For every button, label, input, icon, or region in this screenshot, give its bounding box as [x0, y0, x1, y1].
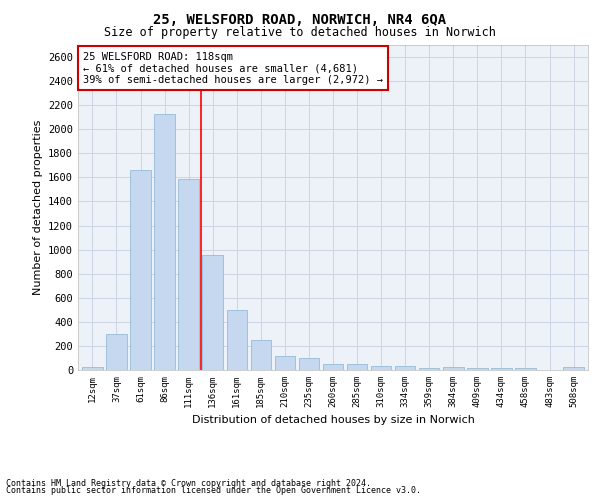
Bar: [106, 334, 127, 370]
X-axis label: Distribution of detached houses by size in Norwich: Distribution of detached houses by size …: [191, 416, 475, 426]
Bar: [323, 364, 343, 370]
Bar: [82, 367, 103, 370]
Bar: [467, 368, 488, 370]
Bar: [419, 368, 439, 370]
Text: 25, WELSFORD ROAD, NORWICH, NR4 6QA: 25, WELSFORD ROAD, NORWICH, NR4 6QA: [154, 12, 446, 26]
Bar: [443, 367, 464, 370]
Bar: [491, 368, 512, 370]
Bar: [202, 255, 223, 370]
Bar: [275, 356, 295, 370]
Bar: [515, 368, 536, 370]
Bar: [251, 340, 271, 370]
Bar: [178, 178, 199, 370]
Bar: [154, 114, 175, 370]
Bar: [371, 366, 391, 370]
Bar: [563, 367, 584, 370]
Y-axis label: Number of detached properties: Number of detached properties: [32, 120, 43, 295]
Bar: [395, 366, 415, 370]
Bar: [227, 310, 247, 370]
Text: Contains public sector information licensed under the Open Government Licence v3: Contains public sector information licen…: [6, 486, 421, 495]
Bar: [299, 358, 319, 370]
Text: 25 WELSFORD ROAD: 118sqm
← 61% of detached houses are smaller (4,681)
39% of sem: 25 WELSFORD ROAD: 118sqm ← 61% of detach…: [83, 52, 383, 84]
Bar: [130, 170, 151, 370]
Text: Contains HM Land Registry data © Crown copyright and database right 2024.: Contains HM Land Registry data © Crown c…: [6, 478, 371, 488]
Text: Size of property relative to detached houses in Norwich: Size of property relative to detached ho…: [104, 26, 496, 39]
Bar: [347, 364, 367, 370]
